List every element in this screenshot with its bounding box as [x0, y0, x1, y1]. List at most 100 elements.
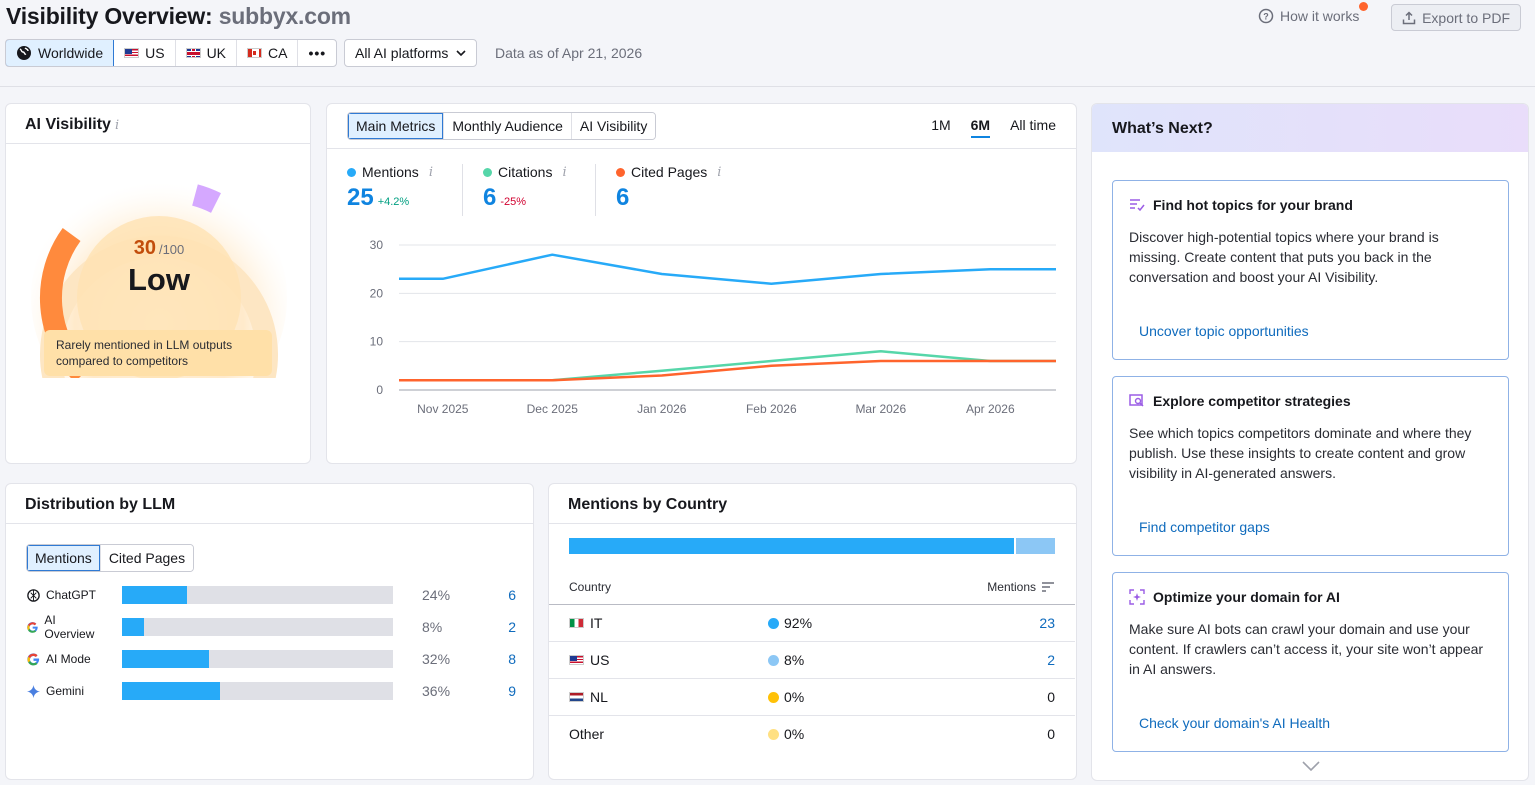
tab-main-metrics[interactable]: Main Metrics	[348, 113, 445, 139]
region-worldwide[interactable]: Worldwide	[6, 40, 115, 66]
citations-change: -25%	[500, 196, 527, 208]
x-tick-label: Apr 2026	[966, 402, 1015, 416]
cited-pages-value: 6	[616, 184, 630, 211]
x-tick-label: Dec 2025	[527, 402, 579, 416]
whats-next-header: What’s Next?	[1092, 104, 1528, 152]
y-tick-label: 10	[370, 335, 384, 349]
region-uk[interactable]: UK	[176, 40, 238, 66]
score-block: 30/100	[6, 237, 312, 260]
metric-separator	[462, 164, 463, 216]
score-max: /100	[158, 242, 185, 257]
share-dot	[768, 655, 779, 666]
chatgpt-icon	[27, 588, 40, 602]
country-count-link[interactable]: 2	[1047, 652, 1055, 668]
metric-citations: Citations i 6 -25%	[483, 164, 567, 211]
llm-count-link[interactable]: 2	[508, 619, 516, 635]
region-us[interactable]: US	[114, 40, 176, 66]
info-icon[interactable]: i	[562, 164, 567, 180]
check-ai-health-link[interactable]: Check your domain's AI Health	[1139, 715, 1330, 731]
export-pdf-button[interactable]: Export to PDF	[1391, 4, 1521, 31]
data-as-of: Data as of Apr 21, 2026	[495, 45, 643, 61]
share-dot	[768, 729, 779, 740]
tab-monthly-audience[interactable]: Monthly Audience	[444, 113, 572, 139]
metric-cited-pages: Cited Pages i 6	[616, 164, 722, 211]
mentions-dot	[347, 167, 356, 177]
region-ca[interactable]: CA	[237, 40, 299, 66]
metric-separator	[595, 164, 596, 216]
series-line-cited-pages	[399, 359, 1056, 382]
export-label: Export to PDF	[1422, 9, 1510, 26]
globe-icon	[17, 46, 31, 60]
x-tick-label: Nov 2025	[417, 402, 469, 416]
y-tick-label: 20	[370, 286, 384, 300]
us-flag-icon	[569, 655, 584, 665]
metrics-tabs: Main Metrics Monthly Audience AI Visibil…	[347, 112, 657, 140]
page-domain: subbyx.com	[218, 3, 351, 29]
more-regions-button[interactable]: •••	[298, 40, 336, 66]
next-card-hot-topics: Find hot topics for your brand Discover …	[1112, 180, 1509, 360]
series-line-mentions	[399, 253, 1056, 285]
tab-mentions[interactable]: Mentions	[27, 545, 101, 571]
whats-next-title: What’s Next?	[1112, 120, 1213, 137]
country-count-link[interactable]: 23	[1039, 615, 1055, 631]
help-icon: ?	[1258, 8, 1274, 24]
competitor-search-icon	[1129, 394, 1144, 407]
tab-cited-pages[interactable]: Cited Pages	[100, 545, 194, 571]
share-segment-it	[569, 538, 1015, 554]
metric-mentions: Mentions i 25 +4.2%	[347, 164, 433, 211]
y-tick-label: 30	[370, 238, 384, 252]
share-dot	[768, 692, 779, 703]
region-selector: Worldwide US UK CA •••	[5, 39, 338, 67]
chevron-down-icon	[456, 49, 466, 56]
country-card: Mentions by Country Country Mentions IT …	[548, 483, 1077, 780]
llm-tabs: Mentions Cited Pages	[26, 544, 195, 572]
x-tick-label: Mar 2026	[855, 402, 906, 416]
info-icon[interactable]: i	[428, 164, 433, 180]
llm-bar-fill	[122, 650, 209, 668]
time-range: 1M 6M All time	[931, 117, 1056, 138]
llm-count-link[interactable]: 9	[508, 683, 516, 699]
info-icon[interactable]: i	[717, 164, 722, 180]
x-tick-label: Feb 2026	[746, 402, 797, 416]
col-country: Country	[569, 580, 612, 594]
info-icon[interactable]: i	[114, 118, 120, 133]
llm-bar-fill	[122, 586, 188, 604]
visibility-note: Rarely mentioned in LLM outputs compared…	[44, 330, 272, 376]
main-metrics-card: Main Metrics Monthly Audience AI Visibil…	[326, 103, 1077, 464]
country-title: Mentions by Country	[568, 496, 728, 513]
uncover-topic-link[interactable]: Uncover topic opportunities	[1139, 323, 1309, 339]
llm-count-link[interactable]: 8	[508, 651, 516, 667]
next-card-text: Make sure AI bots can crawl your domain …	[1129, 621, 1484, 677]
tab-ai-visibility[interactable]: AI Visibility	[571, 113, 656, 139]
next-card-optimize: Optimize your domain for AI Make sure AI…	[1112, 572, 1509, 752]
notification-dot	[1359, 2, 1369, 11]
col-mentions-sort[interactable]: Mentions	[987, 580, 1054, 594]
country-share-bar	[569, 538, 1055, 554]
llm-row-gemini: Gemini 36% 9	[26, 681, 516, 701]
range-1m[interactable]: 1M	[931, 117, 951, 133]
country-row-us: US 8% 2	[549, 641, 1075, 678]
series-line-citations	[399, 350, 1056, 382]
gemini-icon	[26, 684, 41, 698]
ai-visibility-header: AI Visibility i	[6, 104, 310, 144]
how-it-works-link[interactable]: ? How it works	[1258, 2, 1369, 24]
google-icon	[27, 621, 38, 633]
share-segment-us	[1016, 538, 1055, 554]
country-header: Mentions by Country	[549, 484, 1076, 524]
platform-select[interactable]: All AI platforms	[344, 39, 478, 67]
llm-row-ai-overview: AI Overview 8% 2	[26, 613, 516, 641]
find-competitor-gaps-link[interactable]: Find competitor gaps	[1139, 519, 1270, 535]
uk-flag-icon	[185, 48, 201, 58]
scroll-down-chevron-icon[interactable]	[1301, 760, 1321, 772]
llm-count-link[interactable]: 6	[508, 587, 516, 603]
llm-row-chatgpt: ChatGPT 24% 6	[26, 585, 516, 605]
ai-visibility-title: AI Visibility	[25, 116, 111, 133]
range-all-time[interactable]: All time	[1010, 117, 1056, 133]
range-6m[interactable]: 6M	[970, 117, 991, 138]
it-flag-icon	[569, 618, 584, 628]
country-row-other: Other 0% 0	[549, 715, 1075, 752]
country-row-nl: NL 0% 0	[549, 678, 1075, 715]
ai-sparkle-icon	[1129, 589, 1145, 605]
y-tick-label: 0	[376, 383, 383, 397]
next-card-text: Discover high-potential topics where you…	[1129, 229, 1439, 285]
